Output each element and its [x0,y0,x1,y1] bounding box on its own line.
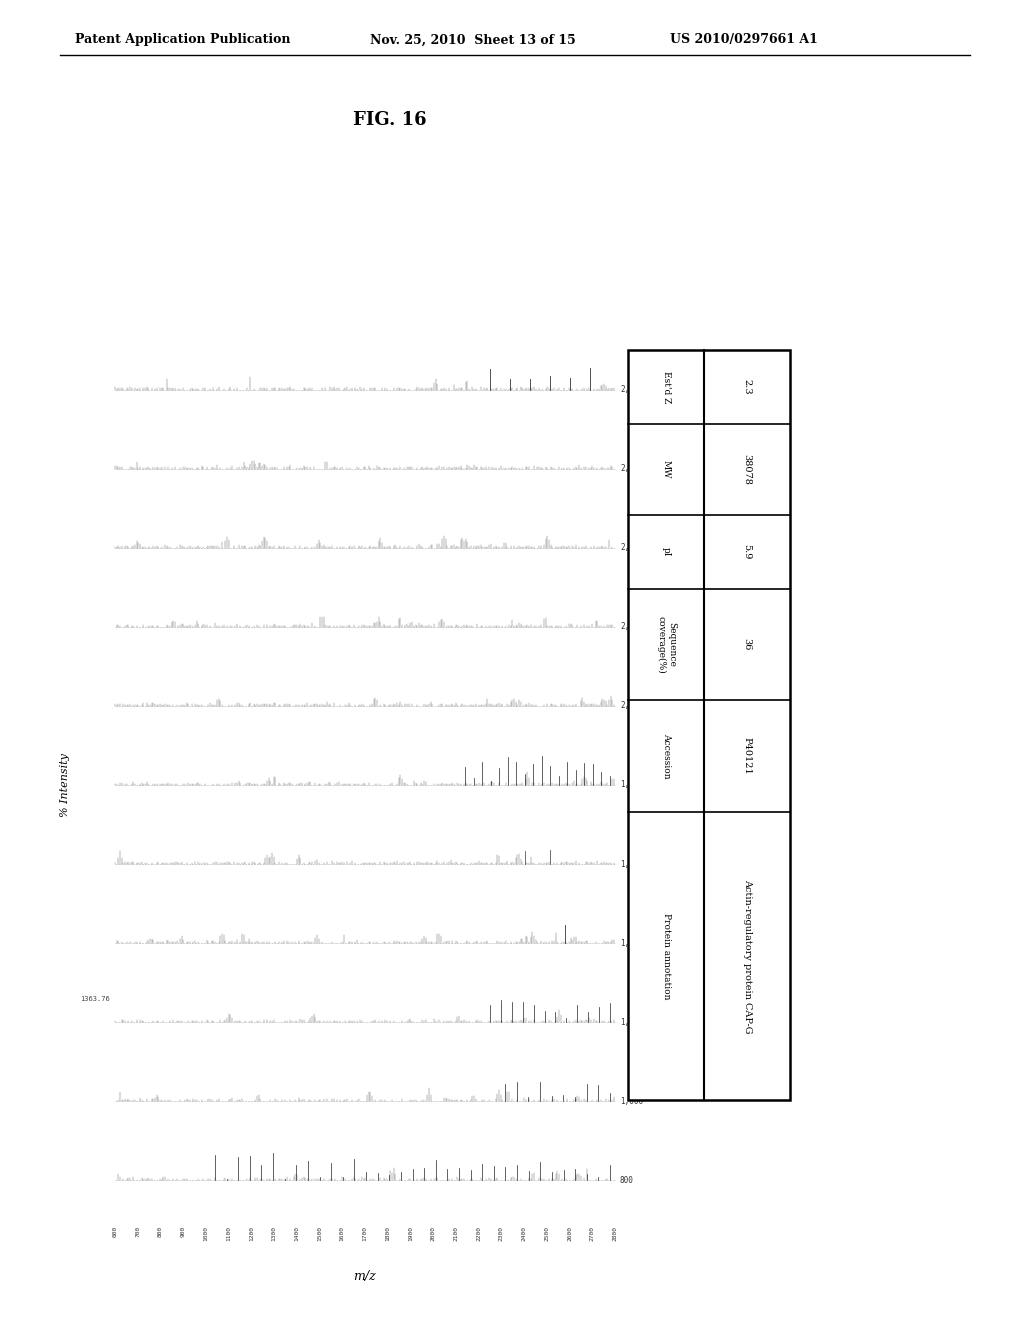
Text: 800: 800 [158,1226,163,1237]
Text: m/z: m/z [353,1270,377,1283]
Text: 1200: 1200 [249,1226,254,1241]
Text: 2200: 2200 [476,1226,481,1241]
Text: 1600: 1600 [340,1226,345,1241]
Text: 1900: 1900 [408,1226,413,1241]
Text: 1100: 1100 [226,1226,231,1241]
Text: 2300: 2300 [499,1226,504,1241]
Text: 5.9: 5.9 [742,544,752,560]
Text: 38078: 38078 [742,454,752,484]
Text: 36: 36 [742,639,752,651]
Text: MW: MW [662,461,671,479]
Text: 1300: 1300 [271,1226,276,1241]
Text: 2,800: 2,800 [620,385,643,395]
Text: 1,200: 1,200 [620,1018,643,1027]
Text: % Intensity: % Intensity [60,754,70,817]
Text: 600: 600 [113,1226,118,1237]
Text: Sequence
coverage(%): Sequence coverage(%) [656,615,676,673]
Text: 1700: 1700 [362,1226,368,1241]
Text: Protein annotation: Protein annotation [662,912,671,999]
Text: 1,400: 1,400 [620,939,643,948]
Text: 1363.76: 1363.76 [80,995,110,1002]
Text: 2400: 2400 [521,1226,526,1241]
Text: US 2010/0297661 A1: US 2010/0297661 A1 [670,33,818,46]
Text: 800: 800 [620,1176,634,1185]
Text: Nov. 25, 2010  Sheet 13 of 15: Nov. 25, 2010 Sheet 13 of 15 [370,33,575,46]
Text: 1400: 1400 [294,1226,299,1241]
Text: 2000: 2000 [431,1226,435,1241]
Text: 900: 900 [180,1226,185,1237]
Text: Actin-regulatory protein CAP-G: Actin-regulatory protein CAP-G [742,879,752,1034]
Text: FIG. 16: FIG. 16 [353,111,427,129]
Text: 2.3: 2.3 [742,379,752,395]
Text: 1,600: 1,600 [620,859,643,869]
Text: pI: pI [662,548,671,557]
Text: 2500: 2500 [545,1226,549,1241]
Text: 700: 700 [135,1226,140,1237]
Text: Patent Application Publication: Patent Application Publication [75,33,291,46]
Text: 2,200: 2,200 [620,622,643,631]
Text: Accession: Accession [662,733,671,779]
Text: 1000: 1000 [204,1226,209,1241]
Text: 2,400: 2,400 [620,544,643,552]
Text: 2600: 2600 [567,1226,572,1241]
Bar [628,350,790,1100]
Text: 1500: 1500 [317,1226,322,1241]
Text: 2100: 2100 [454,1226,459,1241]
Text: 2800: 2800 [612,1226,617,1241]
Text: 1800: 1800 [385,1226,390,1241]
Text: 1,800: 1,800 [620,780,643,789]
Text: Est'd Z: Est'd Z [662,371,671,404]
Text: 2700: 2700 [590,1226,595,1241]
Text: 2,600: 2,600 [620,465,643,473]
Text: P40121: P40121 [742,737,752,775]
Text: 1,000: 1,000 [620,1097,643,1106]
Text: 2,000: 2,000 [620,701,643,710]
